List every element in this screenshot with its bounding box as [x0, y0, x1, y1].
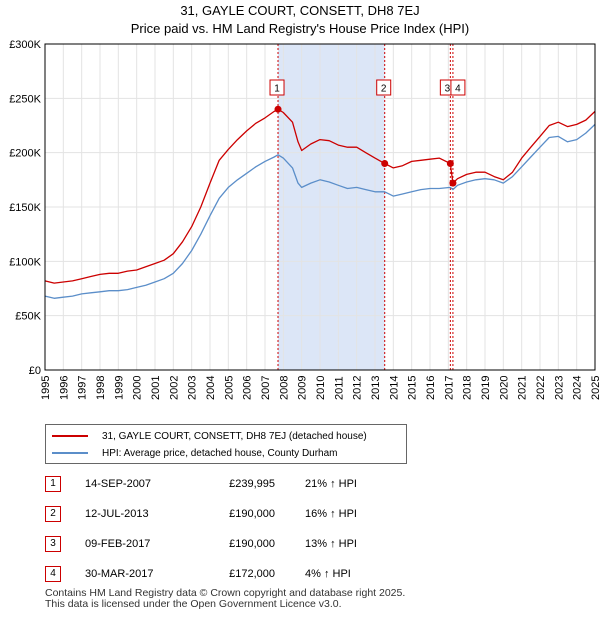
sale-point	[449, 179, 457, 187]
hpi-line	[44, 123, 596, 299]
sale-price: £190,000	[229, 538, 275, 550]
sale-row: 2 12-JUL-2013 £190,000 16% ↑ HPI	[45, 506, 445, 524]
sale-number: 3	[45, 536, 61, 552]
sale-point	[381, 160, 389, 168]
sale-row: 1 14-SEP-2007 £239,995 21% ↑ HPI	[45, 476, 445, 494]
x-tick-label: 2021	[517, 376, 529, 400]
x-tick-label: 1997	[77, 376, 89, 400]
x-tick-label: 2025	[590, 376, 600, 400]
property-price-line	[44, 108, 596, 284]
x-tick-label: 2018	[462, 376, 474, 400]
legend-label-hpi: HPI: Average price, detached house, Coun…	[102, 447, 338, 459]
x-tick-label: 2010	[315, 376, 327, 400]
x-tick-label: 2002	[168, 376, 180, 400]
sale-marker-label: 1	[274, 84, 280, 95]
sale-hpi: 4% ↑ HPI	[305, 568, 351, 580]
sale-point	[446, 160, 454, 168]
sale-marker-label: 2	[381, 84, 387, 95]
x-tick-label: 2001	[150, 376, 162, 400]
sale-date: 09-FEB-2017	[85, 538, 151, 550]
x-tick-label: 2019	[480, 376, 492, 400]
sale-hpi: 13% ↑ HPI	[305, 538, 357, 550]
legend-swatch-property	[52, 435, 88, 437]
legend-item-property: 31, GAYLE COURT, CONSETT, DH8 7EJ (detac…	[52, 428, 367, 444]
x-tick-label: 2003	[187, 376, 199, 400]
sale-marker-box	[450, 79, 466, 96]
x-tick-label: 2012	[352, 376, 364, 400]
x-tick-label: 2024	[572, 376, 584, 400]
x-tick-label: 1995	[40, 376, 52, 400]
sale-marker-label: 3	[445, 84, 451, 95]
sale-row: 3 09-FEB-2017 £190,000 13% ↑ HPI	[45, 536, 445, 554]
chart-subtitle: Price paid vs. HM Land Registry's House …	[130, 21, 470, 36]
sale-marker-box	[269, 79, 285, 96]
sale-marker-box	[376, 79, 392, 96]
x-tick-label: 2015	[407, 376, 419, 400]
sale-date: 14-SEP-2007	[85, 478, 152, 490]
sale-hpi: 21% ↑ HPI	[305, 478, 357, 490]
x-tick-label: 1996	[58, 376, 70, 400]
sale-row: 4 30-MAR-2017 £172,000 4% ↑ HPI	[45, 566, 445, 584]
y-tick-label: £50K	[15, 311, 41, 323]
y-tick-label: £0	[29, 365, 41, 377]
y-tick-label: £150K	[9, 202, 41, 214]
y-tick-label: £300K	[9, 39, 41, 51]
price-chart: £0 £50K £100K £150K £200K £250K £300K 1995 1996 1…	[9, 39, 600, 400]
y-tick-label: £250K	[9, 93, 41, 105]
plot-frame	[44, 43, 596, 371]
x-tick-label: 2009	[297, 376, 309, 400]
sale-price: £172,000	[229, 568, 275, 580]
legend: 31, GAYLE COURT, CONSETT, DH8 7EJ (detac…	[45, 424, 407, 464]
legend-item-hpi: HPI: Average price, detached house, Coun…	[52, 445, 338, 461]
legend-label-property: 31, GAYLE COURT, CONSETT, DH8 7EJ (detac…	[102, 430, 367, 442]
chart-title: 31, GAYLE COURT, CONSETT, DH8 7EJ	[180, 3, 420, 18]
x-tick-label: 2006	[242, 376, 254, 400]
sale-point	[274, 105, 282, 113]
sale-price: £239,995	[229, 478, 275, 490]
x-tick-label: 2004	[205, 376, 217, 400]
x-tick-label: 1999	[113, 376, 125, 400]
x-tick-label: 2007	[260, 376, 272, 400]
footer-licence: This data is licensed under the Open Gov…	[45, 598, 342, 610]
x-tick-label: 2008	[278, 376, 290, 400]
x-tick-label: 2014	[388, 376, 400, 400]
x-tick-label: 2011	[333, 376, 345, 400]
sale-date: 30-MAR-2017	[85, 568, 154, 580]
x-tick-label: 2023	[553, 376, 565, 400]
x-tick-label: 2016	[425, 376, 437, 400]
x-tick-label: 2005	[223, 376, 235, 400]
sale-number: 4	[45, 566, 61, 582]
x-tick-label: 2020	[498, 376, 510, 400]
x-tick-label: 1998	[95, 376, 107, 400]
sale-marker-label: 4	[455, 84, 461, 95]
footer-copyright: Contains HM Land Registry data © Crown c…	[45, 587, 406, 599]
x-tick-label: 2017	[443, 376, 455, 400]
x-tick-label: 2000	[132, 376, 144, 400]
sale-number: 1	[45, 476, 61, 492]
x-tick-label: 2022	[535, 376, 547, 400]
legend-swatch-hpi	[52, 452, 88, 454]
sale-hpi: 16% ↑ HPI	[305, 508, 357, 520]
sale-date: 12-JUL-2013	[85, 508, 149, 520]
y-tick-label: £200K	[9, 148, 41, 160]
sale-number: 2	[45, 506, 61, 522]
y-tick-label: £100K	[9, 256, 41, 268]
sale-price: £190,000	[229, 508, 275, 520]
x-tick-label: 2013	[370, 376, 382, 400]
